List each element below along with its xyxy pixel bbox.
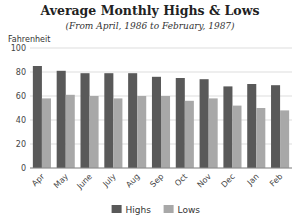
grid-line <box>30 168 292 169</box>
x-tick-label: Oct <box>173 172 189 188</box>
x-tick-label: Aug <box>124 172 141 189</box>
bar <box>200 79 209 168</box>
subtitle: (From April, 1986 to February, 1987) <box>65 21 235 31</box>
x-tick-label: Sep <box>148 172 165 189</box>
bar <box>247 84 256 168</box>
bar <box>90 96 99 168</box>
bar <box>232 106 241 168</box>
chart-container: Average Monthly Highs & Lows (From April,… <box>0 0 300 223</box>
bar <box>33 66 42 168</box>
y-tick-label: 60 <box>16 92 26 101</box>
bar <box>42 98 51 168</box>
chart-svg: Average Monthly Highs & Lows (From April,… <box>0 0 300 223</box>
bar <box>104 73 113 168</box>
bar <box>80 73 89 168</box>
bar <box>256 108 265 168</box>
y-tick-label: 100 <box>11 44 26 53</box>
x-axis-line <box>30 168 292 169</box>
bar <box>152 77 161 168</box>
y-tick-label: 40 <box>16 116 26 125</box>
y-axis-label: Fahrenheit <box>8 35 50 44</box>
bar <box>209 98 218 168</box>
bar <box>113 98 122 168</box>
y-tick-label: 20 <box>16 140 26 149</box>
bar <box>280 110 289 168</box>
legend-swatch <box>164 205 174 213</box>
legend: Highs Lows <box>112 205 201 215</box>
bar <box>271 85 280 168</box>
grid-line <box>30 72 292 73</box>
y-tick-label: 0 <box>21 164 26 173</box>
x-tick-label: Dec <box>220 172 237 189</box>
legend-label: Highs <box>126 205 152 215</box>
x-tick-label: Jan <box>245 172 261 188</box>
bar <box>223 86 232 168</box>
bars <box>33 66 289 168</box>
bar <box>176 78 185 168</box>
bar <box>57 71 66 168</box>
x-tick-label: July <box>101 172 118 189</box>
title: Average Monthly Highs & Lows <box>40 3 260 18</box>
bar <box>128 73 137 168</box>
bar <box>66 95 75 168</box>
grid-line <box>30 48 292 49</box>
bar <box>161 96 170 168</box>
grid <box>30 48 292 168</box>
legend-label: Lows <box>178 205 201 215</box>
legend-swatch <box>112 205 122 213</box>
x-tick-label: May <box>52 172 70 190</box>
x-tick-label: June <box>75 172 94 191</box>
y-tick-label: 80 <box>16 68 26 77</box>
bar <box>137 96 146 168</box>
bar <box>185 101 194 168</box>
x-tick-label: Feb <box>268 172 284 188</box>
x-tick-label: Nov <box>196 172 214 190</box>
x-tick-label: Apr <box>30 172 47 189</box>
